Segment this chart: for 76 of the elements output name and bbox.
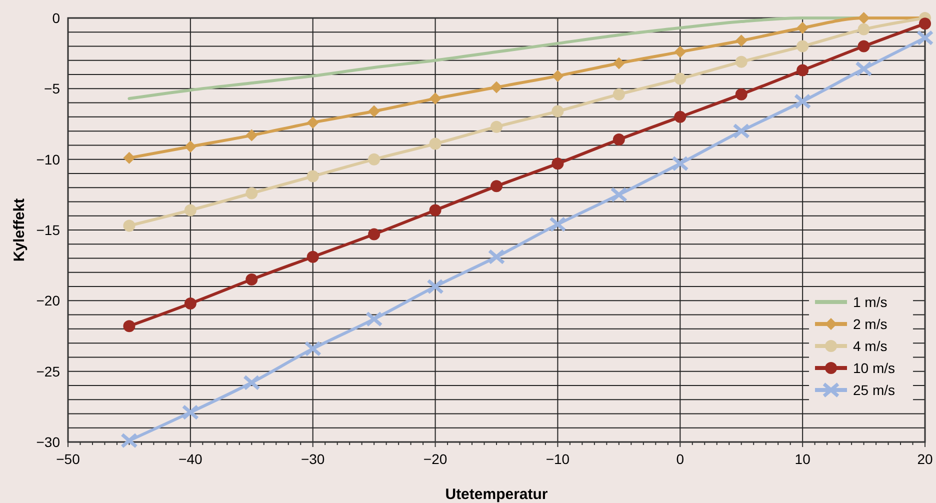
point (796, 40, 809, 52)
point (612, 57, 625, 70)
point (123, 320, 136, 332)
point (732, 123, 750, 139)
point (368, 105, 380, 118)
point (246, 129, 258, 142)
point (490, 180, 502, 192)
point (490, 81, 502, 94)
point (735, 34, 748, 47)
point (858, 40, 870, 52)
point (674, 46, 686, 58)
point (488, 249, 506, 265)
point (858, 23, 870, 36)
point (184, 297, 196, 310)
y-tick-label: −30 (36, 434, 60, 450)
point (368, 228, 380, 240)
point (306, 250, 319, 263)
point (552, 70, 564, 82)
point (120, 432, 138, 448)
x-tick-label: −10 (546, 451, 570, 467)
y-tick-label: −5 (44, 80, 60, 97)
y-tick-label: −15 (36, 222, 60, 238)
point (184, 140, 196, 153)
point (612, 88, 625, 100)
point (368, 153, 380, 166)
point (365, 311, 383, 327)
x-tick-label: 10 (794, 451, 811, 467)
point (548, 216, 566, 232)
point (306, 170, 319, 182)
point (610, 186, 628, 202)
point (429, 204, 442, 216)
point (429, 92, 442, 105)
y-tick-label: −20 (36, 292, 60, 309)
point (735, 88, 748, 100)
point (674, 110, 686, 123)
point (242, 374, 260, 390)
x-tick-label: −50 (56, 451, 80, 467)
legend-label: 1 m/s (853, 294, 888, 310)
point (184, 204, 196, 216)
point (426, 278, 444, 294)
point (796, 22, 809, 34)
point (919, 18, 931, 30)
point (735, 56, 748, 68)
x-tick-label: −30 (300, 451, 325, 467)
y-tick-label: −25 (36, 363, 60, 380)
point (794, 94, 812, 110)
point (429, 138, 442, 150)
legend-label: 25 m/s (853, 382, 896, 398)
x-axis-title: Utetemperatur (445, 486, 548, 503)
point (246, 273, 258, 286)
x-tick-label: −40 (178, 451, 203, 467)
point (612, 134, 625, 146)
point (123, 220, 136, 232)
point (671, 156, 689, 172)
point (552, 105, 564, 118)
y-tick-label: 0 (52, 10, 60, 26)
point (858, 12, 870, 24)
point (916, 30, 934, 46)
legend-label: 10 m/s (853, 360, 896, 376)
point (796, 64, 809, 76)
x-tick-label: 0 (676, 451, 684, 467)
legend-label: 4 m/s (853, 338, 888, 354)
x-tick-label: −20 (423, 451, 448, 467)
point (123, 152, 136, 164)
point (674, 72, 686, 85)
y-tick-label: −10 (36, 151, 60, 168)
legend-label: 2 m/s (853, 316, 888, 332)
point (855, 61, 873, 77)
point (490, 120, 502, 133)
point (552, 158, 564, 170)
point (182, 404, 200, 420)
x-tick-label: 20 (917, 451, 933, 467)
point (304, 340, 322, 356)
point (246, 187, 258, 200)
point (306, 116, 319, 129)
y-axis-title: Kyleffekt (11, 198, 28, 262)
